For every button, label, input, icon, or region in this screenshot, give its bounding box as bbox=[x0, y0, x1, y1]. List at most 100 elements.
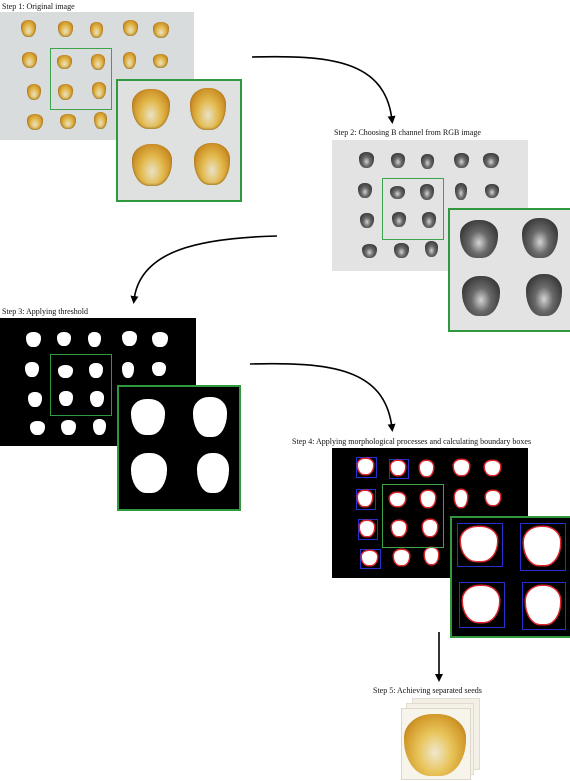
seed bbox=[132, 144, 172, 186]
seed bbox=[359, 152, 374, 168]
seed bbox=[360, 521, 374, 536]
bounding-box bbox=[358, 519, 378, 540]
seed bbox=[358, 491, 372, 506]
seed bbox=[454, 153, 469, 168]
seed bbox=[425, 548, 438, 564]
arrow-step2-to-step3 bbox=[130, 235, 278, 304]
seed bbox=[460, 220, 498, 258]
seed bbox=[92, 82, 106, 99]
selection-frame bbox=[382, 178, 444, 240]
selection-frame bbox=[50, 354, 112, 416]
step3-zoom-panel bbox=[117, 385, 241, 511]
seed bbox=[131, 399, 165, 435]
arrow-step1-to-step2 bbox=[251, 55, 396, 124]
seed bbox=[362, 244, 377, 258]
seed bbox=[360, 213, 374, 228]
seed bbox=[91, 54, 105, 70]
step3-label: Step 3: Applying threshold bbox=[2, 307, 88, 316]
step4-label: Step 4: Applying morphological processes… bbox=[292, 437, 532, 446]
bounding-box bbox=[360, 549, 381, 569]
seed bbox=[392, 212, 406, 227]
seed bbox=[463, 586, 499, 622]
seed bbox=[194, 143, 230, 185]
bounding-box bbox=[522, 582, 566, 630]
seed bbox=[526, 274, 562, 316]
bounding-box bbox=[459, 582, 505, 628]
seed bbox=[421, 491, 435, 507]
seed bbox=[421, 154, 434, 169]
seed bbox=[94, 112, 107, 129]
seed bbox=[123, 20, 138, 36]
seed bbox=[404, 714, 466, 776]
seed bbox=[524, 527, 560, 565]
seed bbox=[93, 419, 106, 435]
seed bbox=[61, 420, 76, 435]
seed bbox=[193, 397, 227, 437]
seed bbox=[57, 55, 72, 69]
step1-zoom-panel bbox=[116, 79, 242, 202]
seed bbox=[28, 392, 42, 407]
seed bbox=[197, 453, 229, 493]
seed bbox=[122, 362, 134, 378]
selection-frame bbox=[382, 484, 444, 548]
seed bbox=[153, 22, 169, 38]
seed bbox=[420, 184, 434, 200]
bounding-box bbox=[356, 457, 377, 478]
bounding-box bbox=[457, 523, 503, 567]
step4-zoom-panel bbox=[450, 516, 570, 638]
seed bbox=[394, 243, 409, 258]
seed bbox=[58, 21, 73, 37]
seed bbox=[58, 84, 73, 100]
seed bbox=[57, 332, 71, 346]
step2-zoom-panel bbox=[448, 208, 570, 332]
seed bbox=[455, 490, 467, 507]
seed bbox=[27, 114, 43, 130]
seed bbox=[392, 521, 406, 536]
seed bbox=[391, 461, 405, 475]
seed bbox=[358, 183, 372, 198]
arrow-step3-to-step4 bbox=[249, 362, 396, 432]
seed bbox=[123, 52, 136, 69]
seed bbox=[90, 22, 103, 38]
bounding-box bbox=[389, 459, 409, 479]
seed bbox=[153, 54, 168, 68]
step2-label: Step 2: Choosing B channel from RGB imag… bbox=[334, 128, 481, 137]
seed bbox=[526, 586, 560, 624]
seed bbox=[27, 84, 41, 100]
seed bbox=[485, 461, 500, 475]
seed bbox=[483, 153, 499, 168]
seed bbox=[122, 331, 137, 346]
bounding-box bbox=[520, 523, 566, 571]
seed bbox=[462, 276, 500, 316]
seed bbox=[461, 527, 497, 561]
seed bbox=[362, 551, 377, 565]
seed bbox=[59, 391, 73, 406]
seed bbox=[25, 362, 39, 377]
seed bbox=[425, 241, 438, 257]
step5-label: Step 5: Achieving separated seeds bbox=[373, 686, 482, 695]
seed bbox=[89, 363, 103, 378]
seed bbox=[90, 391, 104, 407]
seed bbox=[522, 218, 558, 258]
seed bbox=[26, 332, 41, 347]
seed bbox=[391, 153, 405, 168]
seed bbox=[390, 186, 405, 199]
step1-label: Step 1: Original image bbox=[2, 2, 75, 11]
bounding-box bbox=[356, 489, 376, 510]
seed bbox=[132, 89, 170, 129]
seed bbox=[21, 20, 36, 37]
seed bbox=[58, 365, 73, 378]
seed bbox=[390, 493, 405, 506]
seed bbox=[152, 362, 166, 376]
seed bbox=[190, 88, 226, 130]
seed bbox=[88, 332, 101, 347]
seed bbox=[60, 114, 76, 129]
seed bbox=[455, 183, 467, 200]
seed bbox=[22, 52, 37, 68]
seed bbox=[422, 212, 436, 228]
seed bbox=[152, 332, 168, 347]
seed bbox=[485, 184, 499, 198]
selection-frame bbox=[50, 48, 112, 110]
seed bbox=[454, 460, 469, 475]
